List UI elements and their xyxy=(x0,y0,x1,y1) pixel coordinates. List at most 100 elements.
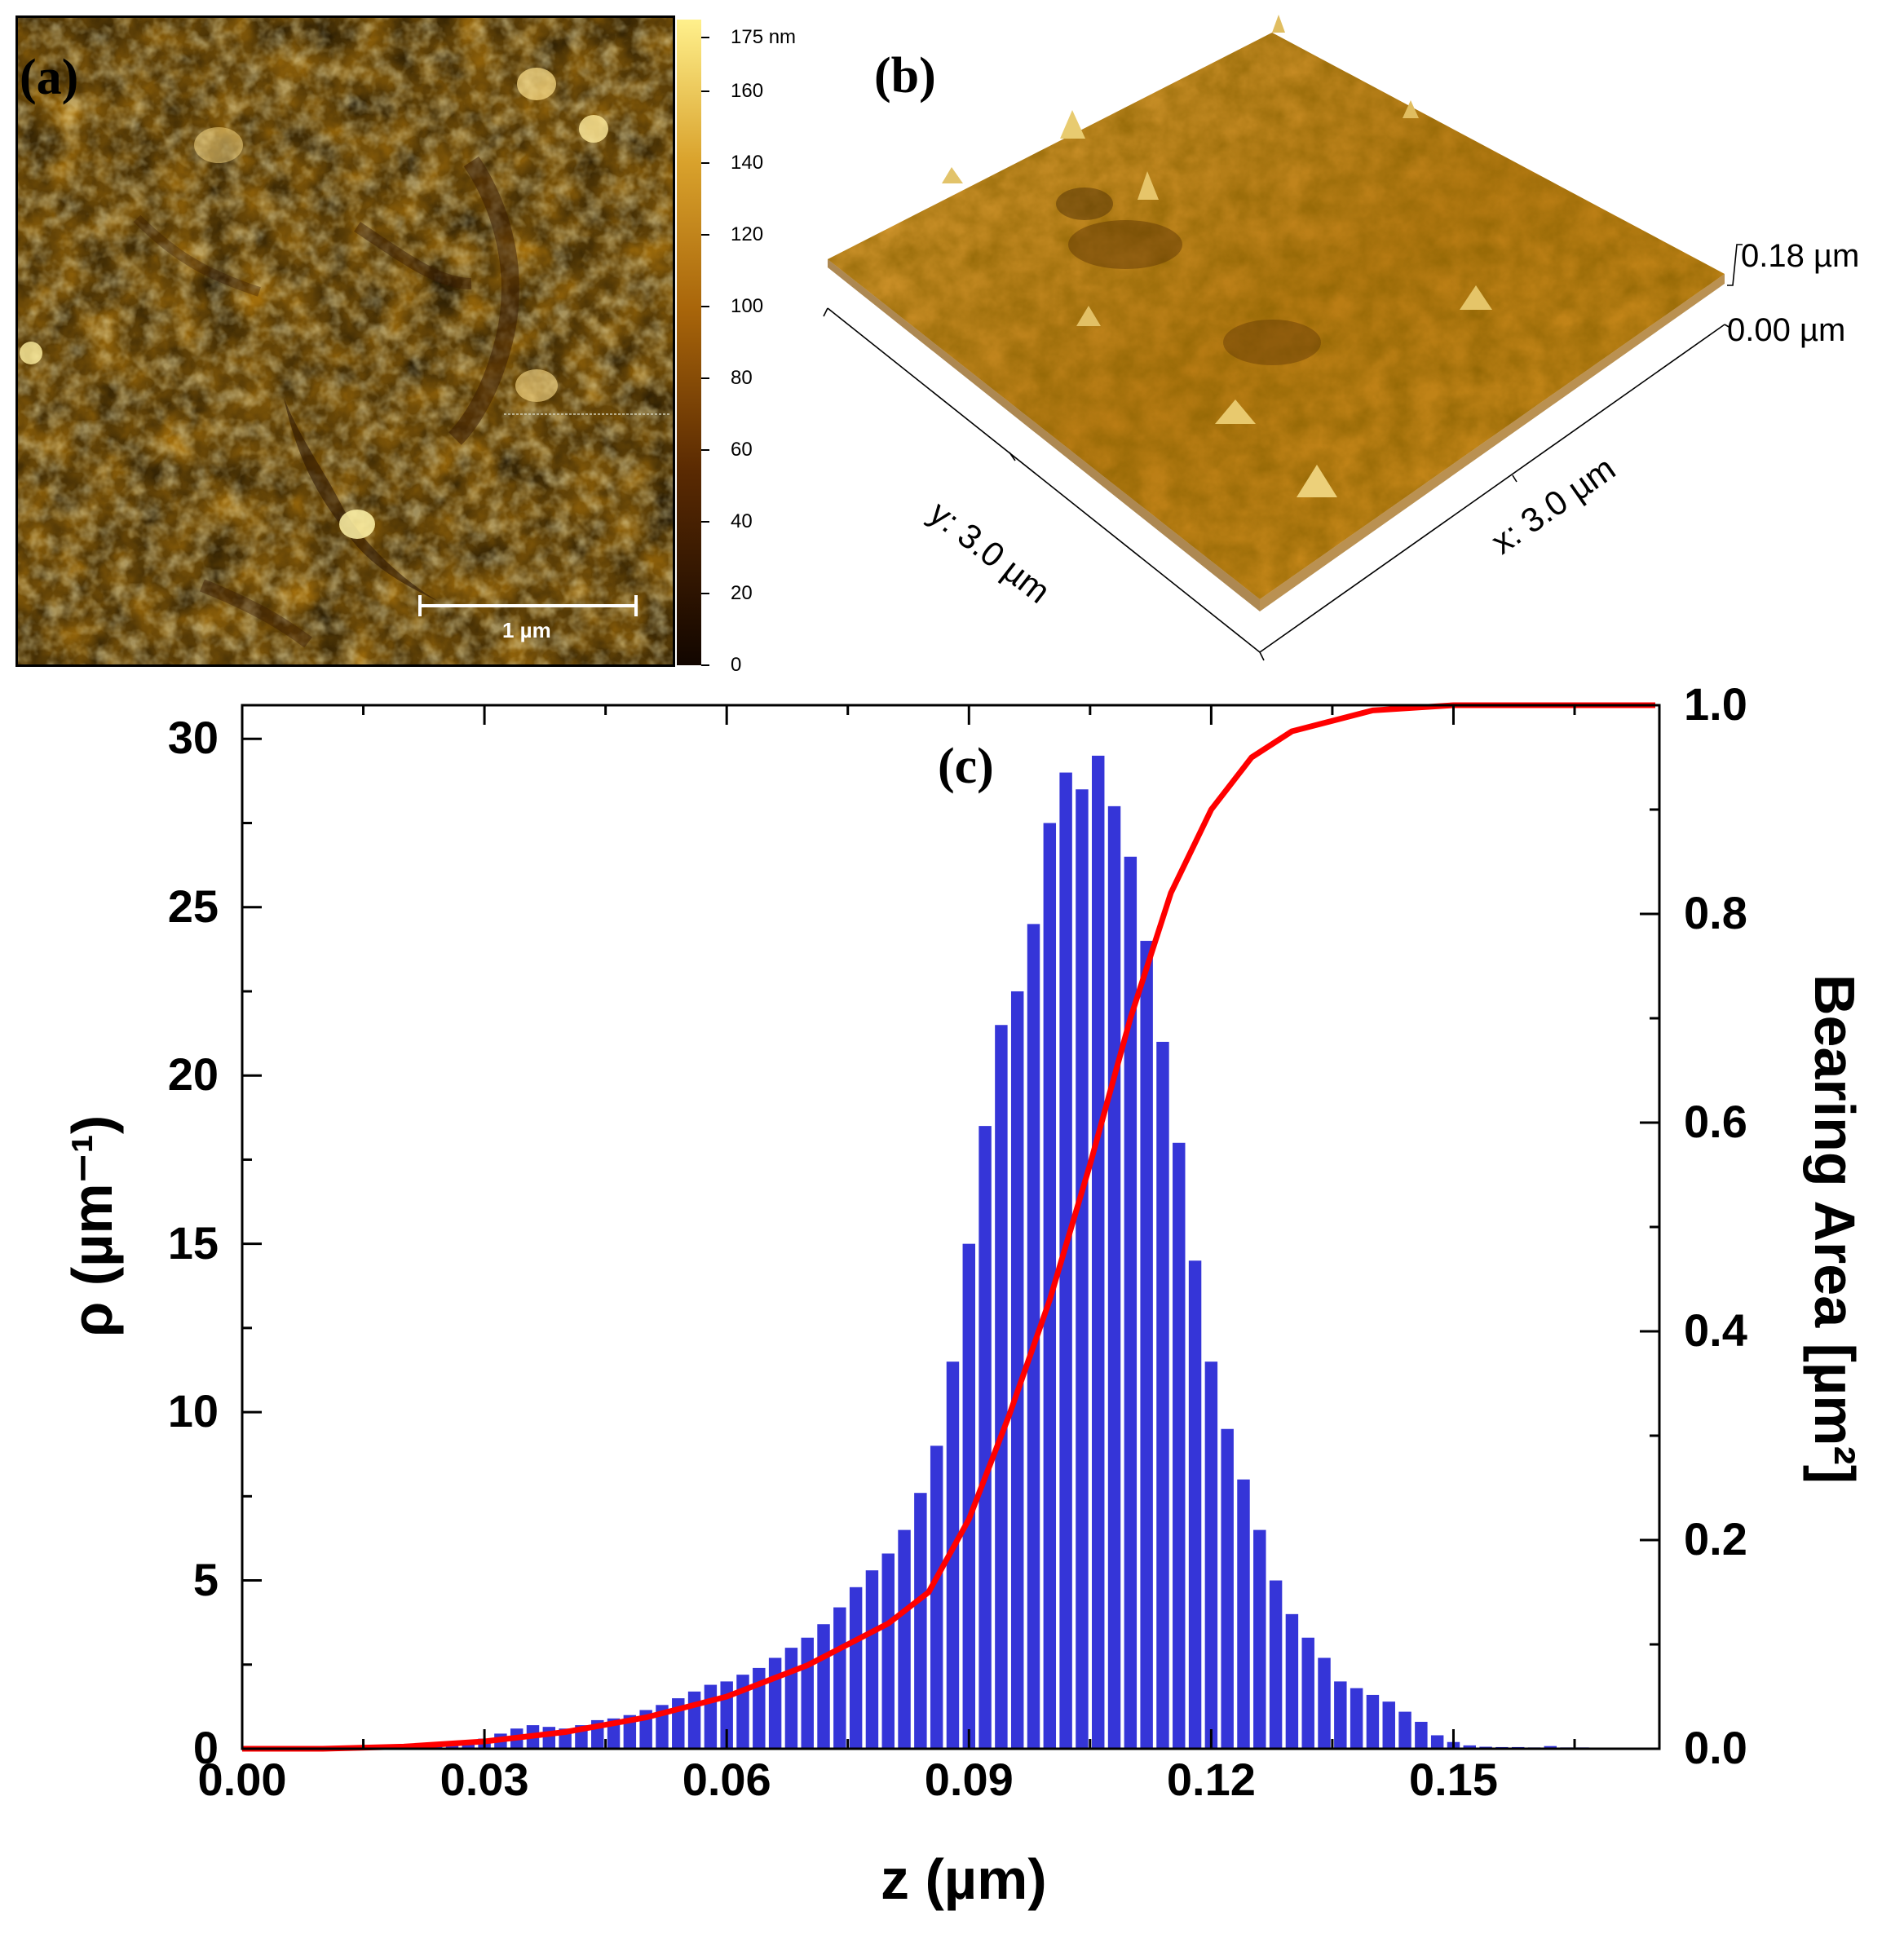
histogram-bar xyxy=(1318,1657,1331,1749)
colorbar-tick-label: 100 xyxy=(731,295,764,317)
x-axis-title: z (µm) xyxy=(881,1847,1047,1911)
afm-image xyxy=(18,18,673,664)
z-top-label: 0.18 µm xyxy=(1741,238,1860,274)
y-right-tick-label: 1.0 xyxy=(1684,678,1747,730)
histogram-bar xyxy=(898,1529,911,1749)
y-right-axis-title: Bearing Area [µm²] xyxy=(1803,974,1866,1485)
y-left-axis-title: ρ (µm⁻¹) xyxy=(60,1114,124,1337)
y-left-tick-label: 20 xyxy=(167,1048,219,1101)
histogram-bar xyxy=(1188,1260,1202,1749)
panel-c-label: (c) xyxy=(938,739,994,794)
histogram-bar xyxy=(704,1684,718,1749)
colorbar-tick-label: 80 xyxy=(731,367,753,389)
histogram-bar xyxy=(1334,1681,1347,1749)
histogram-bar xyxy=(784,1648,798,1749)
histogram-bar xyxy=(1173,1142,1186,1749)
colorbar-tick-label: 40 xyxy=(731,510,753,532)
histogram-bar xyxy=(1382,1701,1395,1749)
panel-a-label: (a) xyxy=(20,50,79,105)
colorbar-tick-label: 140 xyxy=(731,152,764,174)
surface-body xyxy=(828,15,1725,611)
y-right-tick-label: 0.4 xyxy=(1684,1304,1747,1356)
histogram-bar xyxy=(1430,1735,1444,1749)
panel-b: (b) 0.18 µm 0.00 µm y: 3.0 µm x: 3.0 µm xyxy=(815,0,1904,677)
colorbar-tick-label: 160 xyxy=(731,80,764,102)
histogram-bar xyxy=(1285,1613,1299,1749)
y-right-tick-label: 0.8 xyxy=(1684,887,1747,938)
histogram-bar xyxy=(1463,1745,1477,1749)
histogram-bars xyxy=(429,755,1622,1750)
histogram-bar xyxy=(865,1570,879,1749)
panel-a: (a) 1 µm xyxy=(15,15,800,668)
histogram-bar xyxy=(1301,1637,1314,1749)
histogram-bar xyxy=(542,1727,556,1749)
histogram-bar xyxy=(1076,789,1089,1749)
afm-height-map xyxy=(15,15,709,667)
histogram-bar xyxy=(462,1741,475,1749)
chart-c xyxy=(241,702,1661,1752)
colorbar-tick-label: 20 xyxy=(731,582,753,604)
colorbar-tick-label: 0 xyxy=(731,654,742,676)
histogram-bar xyxy=(962,1243,976,1749)
bearing-area-line xyxy=(242,702,1655,1752)
histogram-bar xyxy=(1107,805,1121,1749)
histogram-bar xyxy=(1398,1711,1411,1749)
y-right-tick-label: 0.6 xyxy=(1684,1096,1747,1147)
y-left-tick-label: 25 xyxy=(167,880,219,932)
histogram-bar xyxy=(1237,1479,1250,1749)
chart-ticks xyxy=(241,704,1659,1750)
histogram-bar xyxy=(881,1553,895,1749)
histogram-bar xyxy=(930,1445,943,1749)
histogram-bar xyxy=(833,1607,846,1749)
histogram-bar xyxy=(1124,856,1138,1749)
histogram-bar xyxy=(1156,1041,1169,1749)
colorbar-ticks xyxy=(701,37,709,666)
histogram-bar xyxy=(1140,941,1153,1749)
histogram-bar xyxy=(817,1624,830,1749)
colorbar-tick-label: 175 nm xyxy=(731,26,797,48)
histogram-bar xyxy=(1366,1694,1380,1749)
histogram-bar xyxy=(801,1637,814,1749)
histogram-bar xyxy=(995,1025,1008,1749)
histogram-bar xyxy=(768,1657,782,1749)
histogram-bar xyxy=(1253,1529,1266,1749)
histogram-bar xyxy=(1204,1361,1218,1749)
y-left-tick-label: 0 xyxy=(192,1722,219,1773)
histogram-bar xyxy=(1059,772,1072,1750)
histogram-bar xyxy=(914,1493,927,1749)
y-right-tick-label: 0.0 xyxy=(1684,1722,1747,1773)
histogram-bar xyxy=(1544,1745,1557,1749)
colorbar xyxy=(677,20,701,665)
histogram-bar xyxy=(946,1361,960,1749)
z-bottom-label: 0.00 µm xyxy=(1727,312,1846,348)
y-left-tick-label: 30 xyxy=(167,712,219,764)
x-tick-label: 0.09 xyxy=(924,1754,1014,1805)
histogram-bar xyxy=(687,1691,701,1749)
x-tick-label: 0.06 xyxy=(682,1754,771,1805)
y-left-tick-label: 5 xyxy=(192,1553,219,1605)
histogram-bar xyxy=(1027,924,1040,1749)
x-tick-label: 0.12 xyxy=(1166,1754,1256,1805)
histogram-bar xyxy=(1350,1688,1363,1749)
bearing-area-series xyxy=(242,702,1655,1752)
afm-3d-surface xyxy=(823,15,1743,661)
panel-b-label: (b) xyxy=(874,48,936,104)
x-tick-label: 0.15 xyxy=(1408,1754,1498,1805)
scale-bar xyxy=(418,595,638,616)
scale-bar-label: 1 µm xyxy=(502,618,551,642)
histogram-bar xyxy=(1221,1428,1234,1749)
histogram-bar xyxy=(1092,755,1105,1749)
y-left-tick-label: 15 xyxy=(167,1216,219,1269)
histogram-bar xyxy=(1269,1580,1283,1749)
x-tick-label: 0.00 xyxy=(197,1754,287,1805)
histogram-bar xyxy=(1010,991,1024,1749)
histogram-bar xyxy=(979,1126,992,1749)
surface-axes xyxy=(823,244,1743,661)
histogram-bar xyxy=(1415,1721,1428,1749)
histogram-bar xyxy=(849,1587,863,1749)
y-right-tick-label: 0.2 xyxy=(1684,1513,1747,1564)
x-tick-label: 0.03 xyxy=(440,1754,529,1805)
colorbar-tick-label: 120 xyxy=(731,223,764,245)
colorbar-tick-label: 60 xyxy=(731,439,753,461)
